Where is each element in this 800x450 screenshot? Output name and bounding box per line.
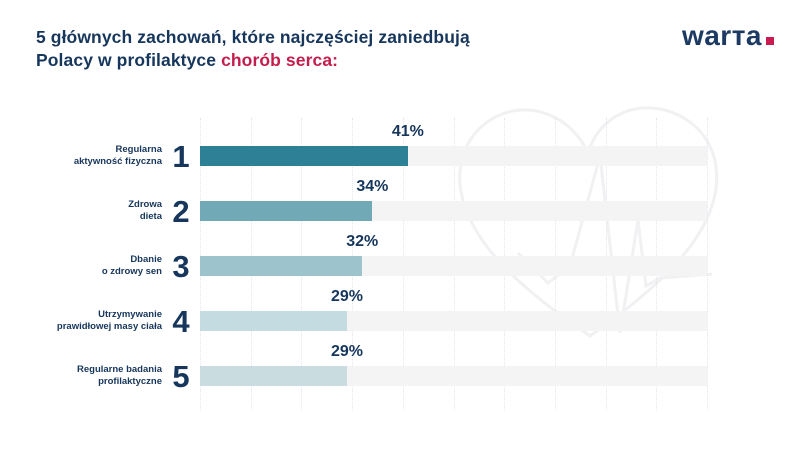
- category-label-line: Zdrowa: [128, 199, 162, 210]
- category-label-line: Dbanie: [130, 254, 162, 265]
- rank-number: 5: [172, 359, 190, 394]
- rank-number: 3: [172, 249, 190, 284]
- category-label: Zdrowa dieta: [30, 199, 162, 222]
- gridline: [707, 118, 708, 410]
- value-label: 29%: [331, 288, 364, 305]
- bar: [200, 201, 373, 221]
- rank-number: 2: [172, 194, 190, 229]
- warta-logo: warта: [682, 20, 774, 52]
- bar: [200, 311, 348, 331]
- bar: [200, 146, 408, 166]
- category-label-line: Utrzymywanie: [98, 309, 162, 320]
- bar-chart: Regularna aktywność fizyczna 1 41% Zdrowa die…: [0, 96, 800, 426]
- category-label-line: o zdrowy sen: [101, 265, 162, 277]
- title-highlight: chorób serca:: [221, 50, 339, 70]
- value-label: 29%: [331, 343, 364, 360]
- category-label: Dbanie o zdrowy sen: [30, 254, 162, 277]
- category-label-line: Regularna: [115, 144, 162, 155]
- bar: [200, 366, 348, 386]
- title-line2-prefix: Polacy w profilaktyce: [36, 50, 222, 70]
- category-label-line: profilaktyczne: [98, 375, 162, 387]
- page-title: 5 głównych zachowań, które najczęściej z…: [36, 26, 596, 72]
- category-label-line: aktywność fizyczna: [73, 155, 162, 167]
- category-label-line: dieta: [139, 210, 162, 222]
- value-label: 32%: [346, 233, 379, 250]
- category-label: Regularne badania profilaktyczne: [30, 364, 162, 387]
- logo-dot: [766, 37, 774, 45]
- value-label: 34%: [356, 178, 389, 195]
- rank-number: 4: [172, 304, 190, 339]
- value-label: 41%: [391, 123, 424, 140]
- bar: [200, 256, 363, 276]
- category-label: Utrzymywanie prawidłowej masy ciała: [30, 309, 162, 332]
- category-label-line: Regularne badania: [77, 364, 162, 375]
- logo-wordmark: warта: [681, 20, 762, 51]
- category-label-line: prawidłowej masy ciała: [56, 320, 162, 332]
- category-label: Regularna aktywność fizyczna: [30, 144, 162, 167]
- title-line1: 5 głównych zachowań, które najczęściej z…: [36, 27, 470, 47]
- rank-number: 1: [172, 139, 190, 174]
